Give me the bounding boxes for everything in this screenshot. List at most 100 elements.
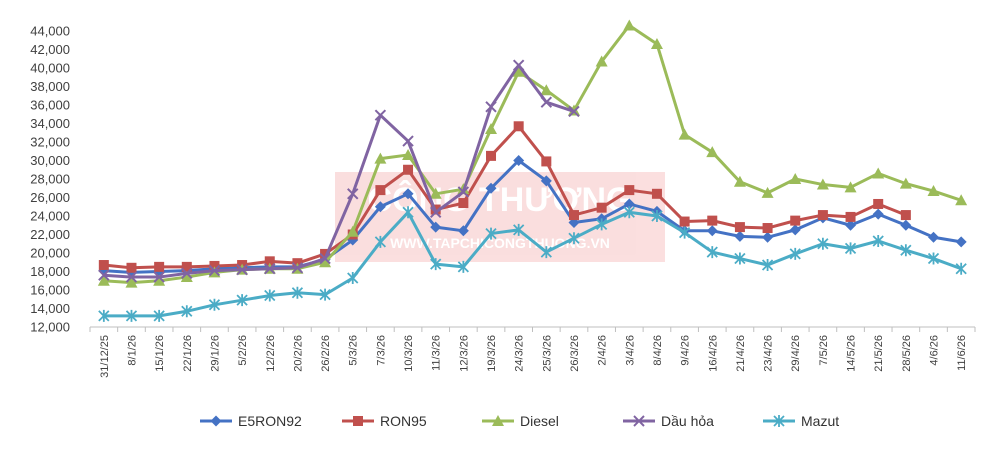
data-point	[734, 230, 746, 242]
data-point	[790, 215, 801, 226]
data-point	[430, 221, 442, 233]
x-tick-label: 15/1/26	[154, 335, 166, 372]
x-tick-label: 7/3/26	[375, 335, 387, 366]
legend-item: Dầu hỏa	[623, 413, 714, 429]
data-point	[403, 164, 414, 175]
data-point	[125, 271, 138, 283]
data-point	[679, 216, 690, 227]
data-point	[98, 269, 110, 281]
data-point	[872, 234, 884, 247]
legend: E5RON92 RON95 Diesel Dầu hỏa Mazut	[200, 413, 839, 429]
data-point	[291, 286, 304, 299]
data-point	[789, 247, 801, 260]
data-point	[595, 55, 608, 67]
data-point	[430, 258, 442, 271]
data-point	[457, 225, 469, 237]
legend-label: Dầu hỏa	[661, 413, 714, 429]
x-axis-ticks: 31/12/25 8/1/26 15/1/26 22/1/26 29/1/26 5/2/2…	[99, 335, 968, 378]
data-point	[347, 271, 359, 284]
data-point	[845, 219, 857, 231]
x-tick-label: 20/2/26	[292, 335, 304, 372]
data-point	[181, 267, 193, 280]
data-point	[126, 262, 137, 273]
data-point	[624, 185, 635, 196]
data-point	[236, 294, 248, 307]
data-point	[153, 271, 165, 283]
data-point	[789, 173, 802, 184]
x-tick-label: 7/5/26	[818, 335, 830, 366]
data-point	[98, 260, 109, 271]
data-point	[347, 188, 359, 200]
data-point	[568, 232, 580, 245]
data-point	[153, 309, 165, 322]
legend-swatch-marker	[633, 415, 645, 427]
data-point	[650, 37, 663, 49]
y-tick-label: 22,000	[30, 227, 70, 242]
legend-label: Diesel	[520, 413, 559, 429]
x-tick-label: 23/4/26	[763, 335, 775, 372]
data-point	[374, 201, 386, 213]
x-tick-label: 19/3/26	[486, 335, 498, 372]
data-point	[734, 252, 746, 265]
data-point	[98, 309, 110, 322]
legend-swatch-marker	[773, 415, 785, 427]
series-3	[98, 59, 580, 283]
data-point	[568, 105, 580, 118]
data-point	[927, 252, 940, 265]
y-tick-label: 14,000	[30, 301, 70, 316]
data-point	[486, 150, 497, 161]
data-point	[706, 146, 719, 158]
data-point	[458, 198, 469, 209]
data-point	[264, 289, 276, 302]
data-point	[457, 186, 470, 198]
y-tick-label: 40,000	[30, 61, 70, 76]
data-point	[540, 96, 553, 108]
data-point	[928, 231, 940, 243]
data-point	[319, 252, 331, 265]
data-point	[429, 206, 442, 219]
x-tick-label: 21/5/26	[873, 335, 885, 372]
data-point	[319, 256, 332, 268]
y-tick-label: 24,000	[30, 209, 70, 224]
x-tick-label: 25/3/26	[541, 335, 553, 372]
data-point	[706, 225, 718, 237]
x-tick-label: 26/2/26	[320, 335, 332, 372]
data-point	[623, 206, 635, 219]
data-point	[125, 309, 138, 322]
x-tick-label: 5/2/26	[237, 335, 249, 366]
y-tick-label: 32,000	[30, 135, 70, 150]
data-point	[153, 274, 166, 286]
data-point	[485, 227, 497, 240]
x-tick-label: 4/6/26	[929, 335, 941, 366]
x-tick-label: 16/4/26	[707, 335, 719, 372]
y-axis-ticks: 12,000 14,000 16,000 18,000 20,000 22,000 24,0…	[30, 24, 70, 335]
data-point	[319, 288, 331, 301]
data-point	[540, 246, 552, 259]
data-point	[568, 210, 579, 221]
data-point	[900, 219, 912, 231]
x-tick-label: 12/3/26	[458, 335, 470, 372]
legend-item: Diesel	[482, 413, 559, 429]
data-point	[762, 223, 773, 234]
data-point	[955, 262, 967, 275]
data-point	[320, 248, 331, 259]
axes	[89, 326, 976, 332]
data-point	[97, 274, 110, 286]
x-tick-label: 28/5/26	[901, 335, 913, 372]
x-tick-label: 14/5/26	[846, 335, 858, 372]
series-group	[97, 19, 968, 322]
data-point	[374, 109, 387, 121]
data-point	[900, 244, 912, 257]
data-point	[817, 210, 828, 221]
y-tick-label: 38,000	[30, 79, 70, 94]
data-point	[955, 236, 967, 248]
data-point	[623, 198, 635, 210]
data-point	[346, 225, 359, 237]
data-point	[899, 177, 912, 189]
data-point	[955, 194, 968, 206]
series-line	[103, 210, 962, 318]
x-tick-label: 12/2/26	[265, 335, 277, 372]
legend-item: Mazut	[763, 413, 839, 429]
data-point	[596, 218, 608, 231]
